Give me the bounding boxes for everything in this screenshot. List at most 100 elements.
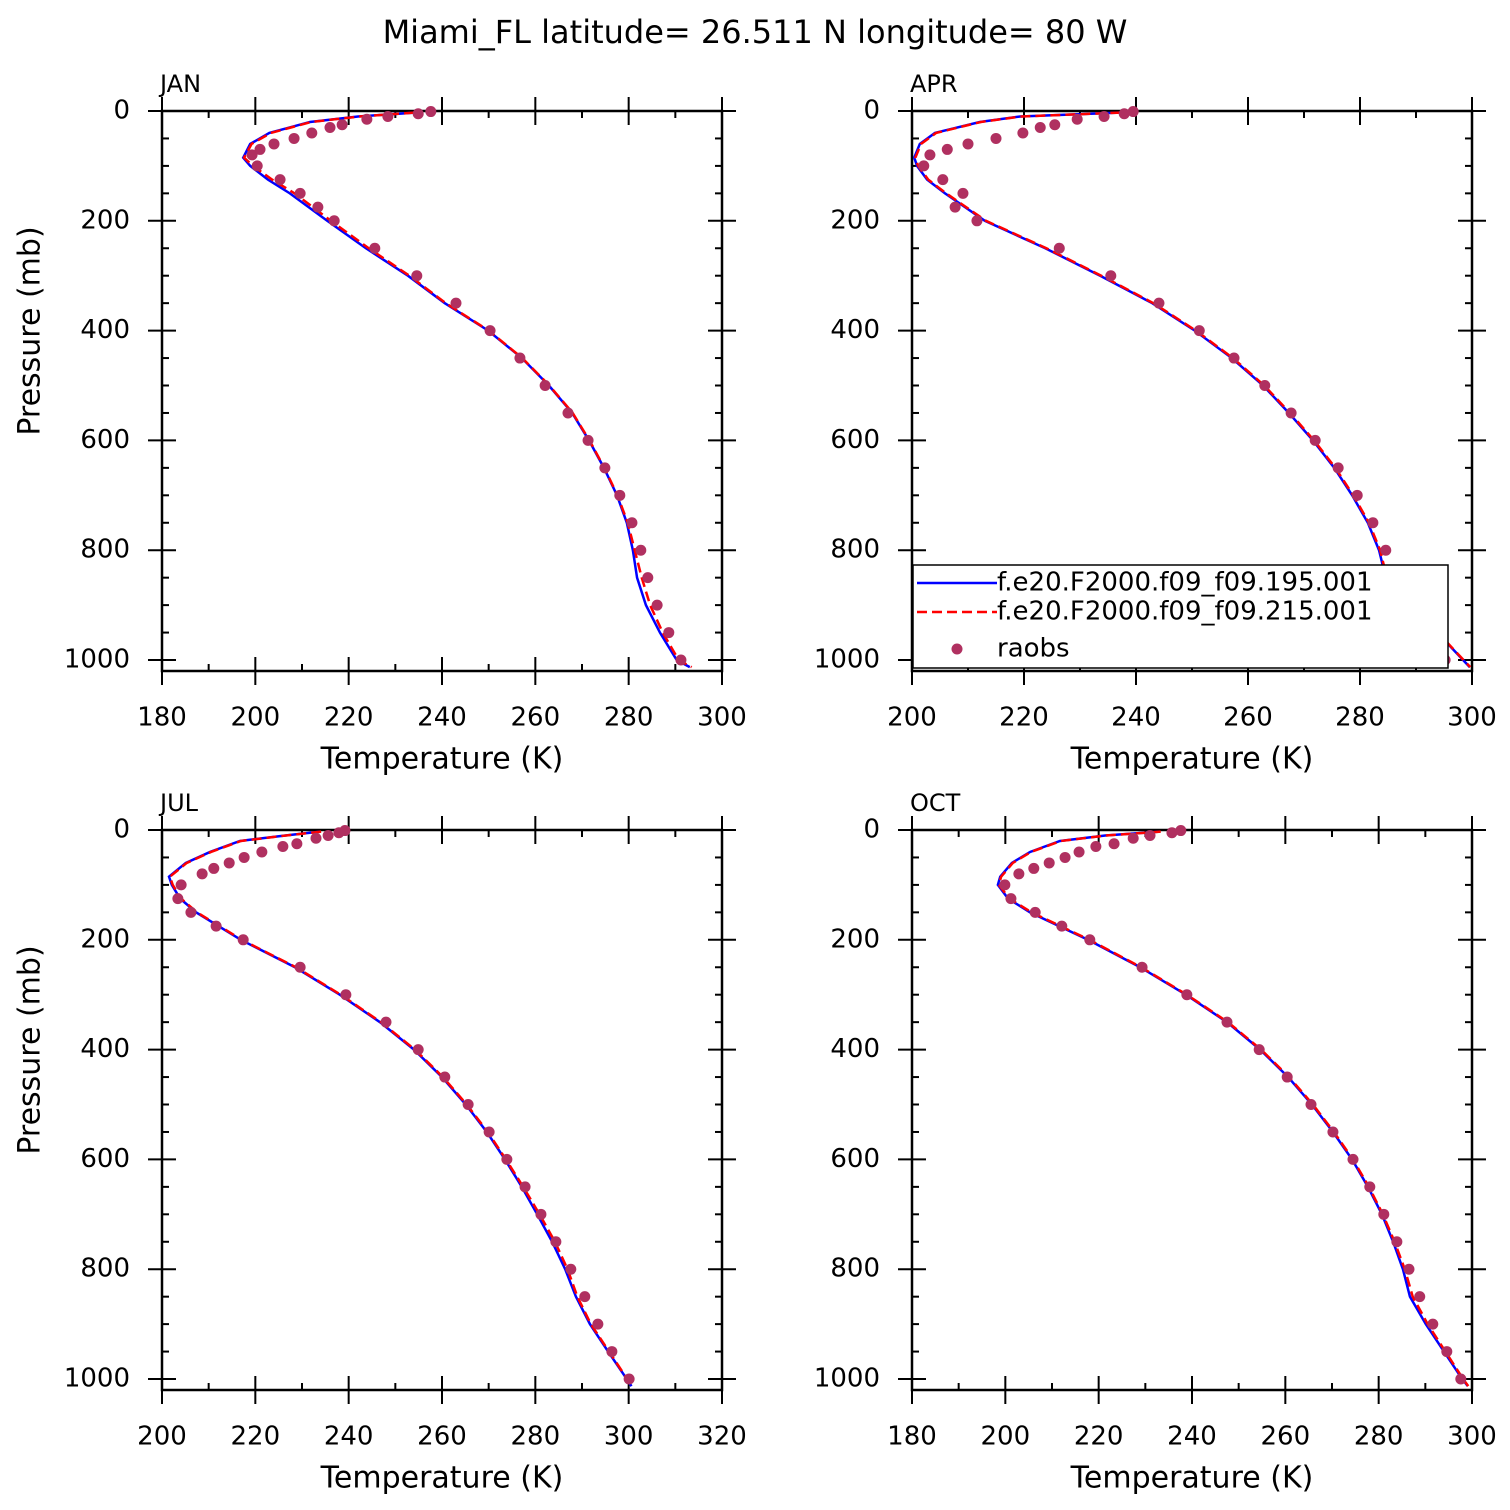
x-tick-label: 280 [604, 703, 654, 733]
raob-point [519, 1181, 531, 1193]
legend-box [912, 564, 1449, 669]
raob-point [1073, 846, 1085, 858]
raob-point [340, 989, 352, 1001]
raob-point [328, 215, 340, 227]
raob-point [1029, 906, 1041, 918]
raob-point [208, 862, 220, 874]
raob-point [990, 132, 1002, 144]
x-tick-label: 200 [231, 703, 281, 733]
profile-line [242, 111, 693, 669]
raob-point [1327, 1126, 1339, 1138]
raob-point [623, 1373, 635, 1385]
x-axis-label: Temperature (K) [320, 1461, 564, 1496]
raob-point [412, 1044, 424, 1056]
raob-point [382, 110, 394, 122]
y-tick-label: 600 [830, 425, 880, 455]
raob-point [1175, 825, 1187, 837]
x-tick-label: 220 [324, 703, 374, 733]
raob-point [1105, 270, 1117, 282]
raob-point [642, 572, 654, 584]
raob-point [274, 174, 286, 186]
legend-marker [951, 643, 963, 655]
profile-line [168, 830, 633, 1387]
raob-point [1281, 1071, 1293, 1083]
raob-point [1153, 297, 1165, 309]
raob-point [172, 893, 184, 905]
raob-point [333, 827, 345, 839]
x-tick-label: 260 [511, 703, 561, 733]
x-tick-label: 260 [1261, 1422, 1311, 1452]
raob-point [369, 242, 381, 254]
y-tick-label: 0 [113, 815, 130, 845]
x-tick-label: 240 [417, 703, 467, 733]
raob-point [1034, 121, 1046, 133]
x-tick-label: 180 [137, 703, 187, 733]
raob-point [1136, 961, 1148, 973]
raob-point [439, 1071, 451, 1083]
x-tick-label: 240 [324, 1422, 374, 1452]
raob-point [1309, 434, 1321, 446]
raob-point [268, 138, 280, 150]
x-tick-label: 300 [697, 703, 747, 733]
raob-point [412, 108, 424, 120]
raob-point [411, 270, 423, 282]
profile-line [167, 830, 633, 1387]
raob-point [425, 106, 437, 118]
raob-point [223, 857, 235, 869]
panel: 200 220 240 260 280 300 0 200 400 600 800 1000 APR Te… [814, 70, 1497, 777]
x-tick-label: 200 [137, 1422, 187, 1452]
x-tick-label: 300 [1447, 1422, 1497, 1452]
raob-point [1391, 1236, 1403, 1248]
raob-point [626, 517, 638, 529]
raob-point [675, 654, 687, 666]
x-tick-label: 240 [1111, 703, 1161, 733]
y-tick-label: 0 [863, 815, 880, 845]
panel: 180 200 220 240 260 280 300 0 200 400 600 800 1000 JA… [13, 70, 747, 777]
x-axis-label: Temperature (K) [1070, 742, 1314, 777]
raob-point [324, 121, 336, 133]
y-tick-label: 0 [113, 96, 130, 126]
y-tick-label: 400 [830, 1034, 880, 1064]
panel-title: JAN [158, 70, 201, 98]
y-tick-label: 200 [830, 205, 880, 235]
panel: 200 220 240 260 280 300 320 0 200 400 600 800 1000 JU… [13, 789, 747, 1496]
raob-point [999, 879, 1011, 891]
x-axis-label: Temperature (K) [1070, 1461, 1314, 1496]
data-layer [996, 830, 1470, 1387]
raob-point [1380, 544, 1392, 556]
x-axis-label: Temperature (K) [320, 742, 564, 777]
raob-point [1414, 1291, 1426, 1303]
raob-point [1043, 857, 1055, 869]
raob-point [1259, 380, 1271, 392]
raob-point [1108, 838, 1120, 850]
raob-point [1367, 517, 1379, 529]
raob-point [550, 1236, 562, 1248]
raob-point [1118, 108, 1130, 120]
raob-point [380, 1016, 392, 1028]
raob-point [1127, 106, 1139, 118]
legend: f.e20.F2000.f09_f09.195.001f.e20.F2000.f… [912, 564, 1449, 669]
raob-point [514, 352, 526, 364]
raob-point [1056, 920, 1068, 932]
x-tick-label: 220 [999, 703, 1049, 733]
plot-frame [160, 109, 724, 673]
raob-point [484, 325, 496, 337]
raob-point [539, 380, 551, 392]
raob-point [949, 201, 961, 213]
panel-title: JUL [158, 789, 199, 817]
raob-point [1013, 868, 1025, 880]
profile-line [241, 111, 691, 669]
data-layer [241, 111, 693, 669]
raob-point [651, 599, 663, 611]
x-tick-label: 260 [1223, 703, 1273, 733]
raob-point [1166, 827, 1178, 839]
raob-point [614, 489, 626, 501]
y-tick-label: 800 [80, 1254, 130, 1284]
raob-point [1455, 1373, 1467, 1385]
raob-point [322, 829, 334, 841]
raob-point [450, 297, 462, 309]
raob-point [1427, 1318, 1439, 1330]
panel-title: APR [910, 70, 958, 98]
x-tick-label: 280 [1354, 1422, 1404, 1452]
legend-label: f.e20.F2000.f09_f09.215.001 [997, 597, 1373, 627]
